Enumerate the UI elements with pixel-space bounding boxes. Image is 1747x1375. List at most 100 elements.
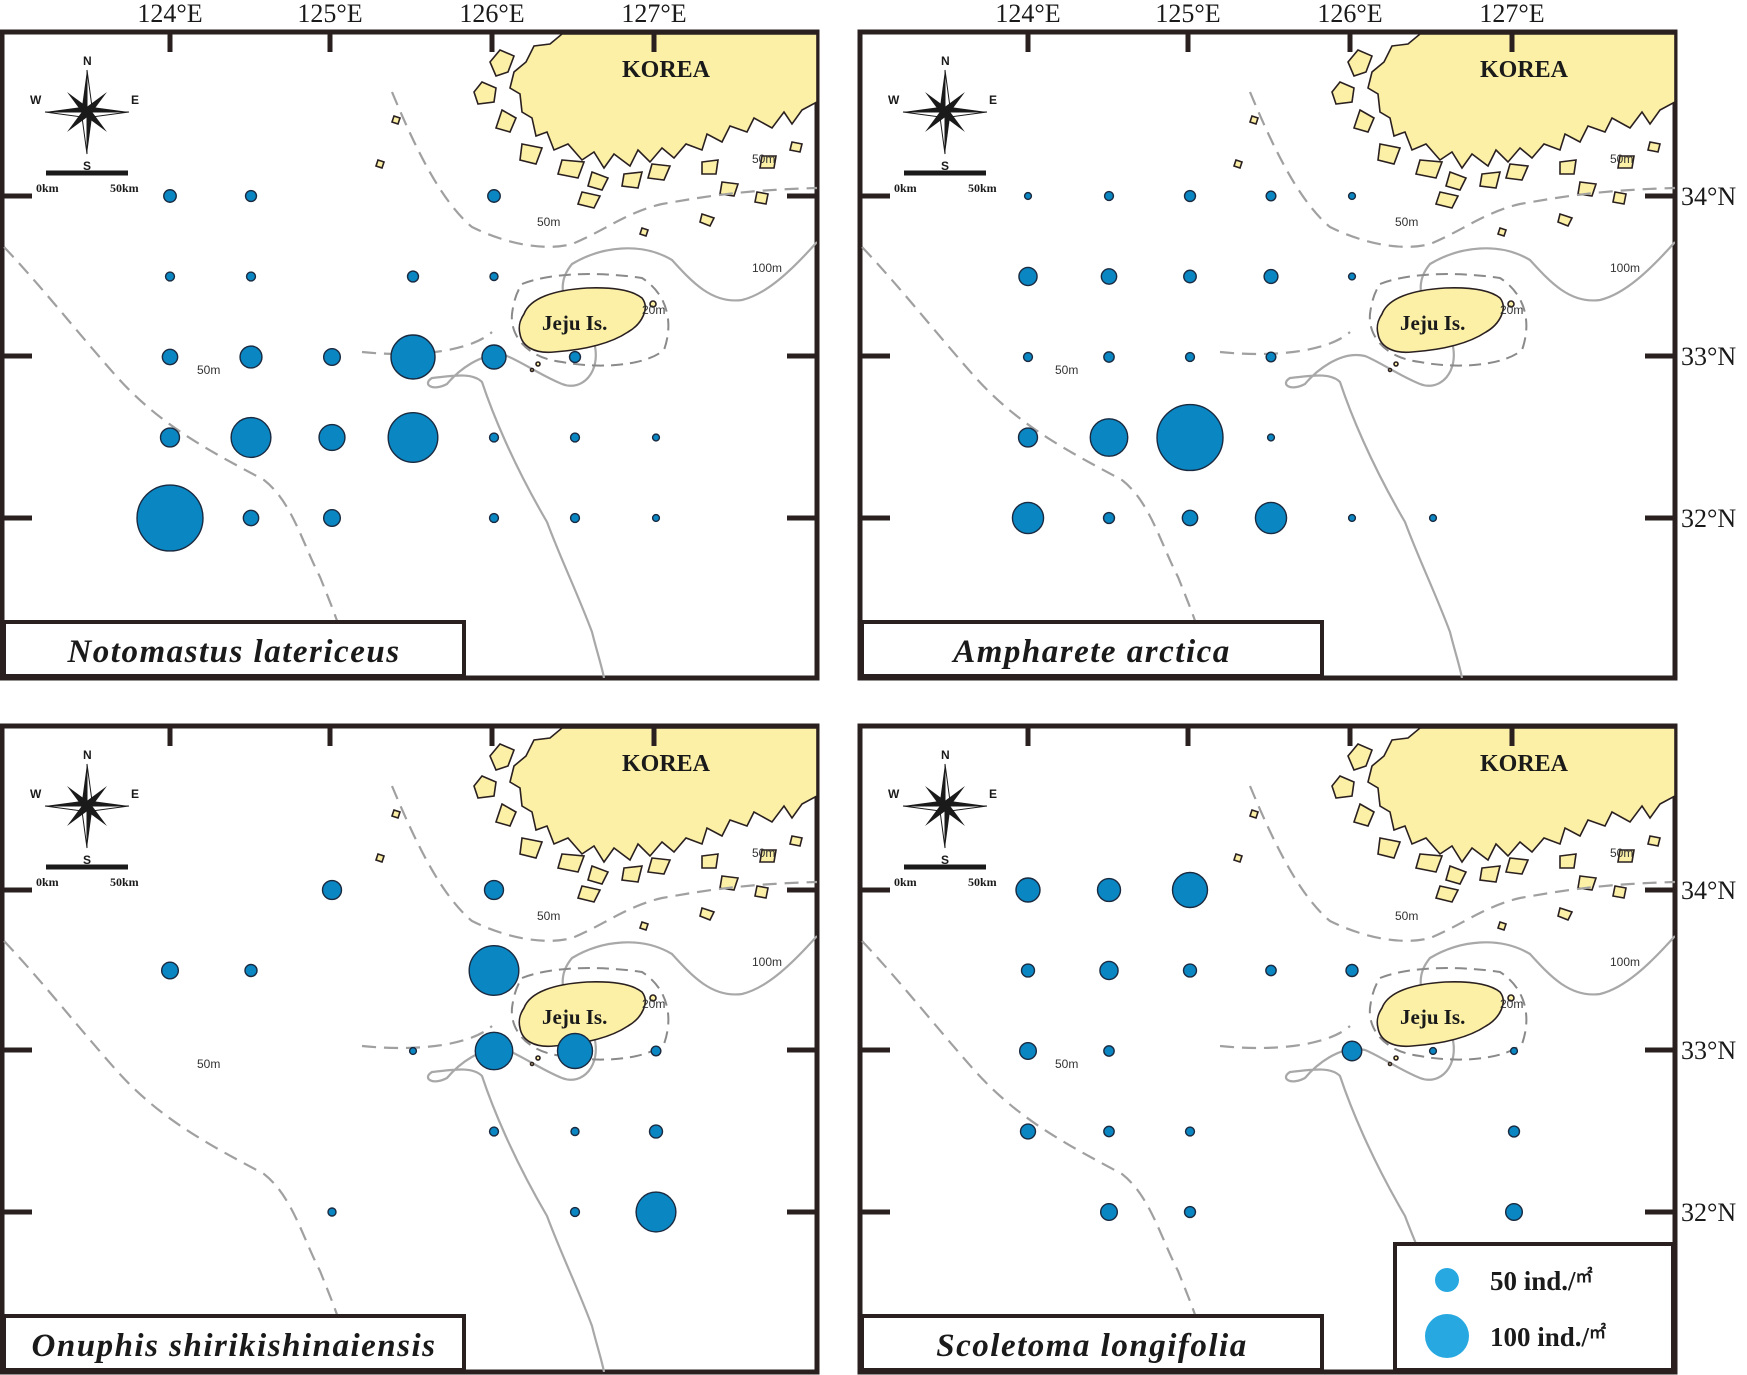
station-marker xyxy=(651,433,661,442)
jeju-label: Jeju Is. xyxy=(1400,311,1465,335)
longitude-label-3: 126°E xyxy=(459,0,524,28)
scale-bar xyxy=(46,170,128,176)
station-marker xyxy=(1181,509,1199,527)
station-marker xyxy=(318,423,346,452)
depth-label-50m-north: 50m xyxy=(1395,215,1418,229)
depth-label-50m-east: 50m xyxy=(1610,846,1633,860)
scale-bar-end-label: 50km xyxy=(968,181,997,195)
species-label-box xyxy=(2,1314,466,1372)
station-marker xyxy=(1347,513,1357,523)
scale-bar xyxy=(904,864,986,870)
longitude-label-1: 124°E xyxy=(137,0,202,28)
depth-label-100m: 100m xyxy=(752,261,782,275)
station-marker xyxy=(468,944,520,997)
compass-w-label: W xyxy=(888,787,900,801)
longitude-label-4: 127°E xyxy=(1479,0,1544,28)
species-name-label: Notomastus latericeus xyxy=(66,634,400,670)
scale-bar-start-label: 0km xyxy=(894,875,917,889)
station-marker xyxy=(570,1126,580,1137)
latitude-label-1: 34°N xyxy=(1681,876,1736,905)
depth-label-50m-north: 50m xyxy=(537,909,560,923)
station-marker xyxy=(322,508,342,528)
longitude-label-3: 126°E xyxy=(1317,0,1382,28)
station-marker xyxy=(1263,268,1279,285)
compass-e-label: E xyxy=(989,787,997,801)
depth-label-50m-east: 50m xyxy=(1610,152,1633,166)
species-label-box xyxy=(860,620,1324,678)
station-marker xyxy=(1347,191,1357,201)
legend-marker-100 xyxy=(1425,1314,1469,1358)
station-marker xyxy=(1102,511,1116,525)
korea-label: KOREA xyxy=(1480,751,1569,777)
station-marker xyxy=(488,432,500,443)
station-markers xyxy=(160,879,677,1233)
station-marker xyxy=(387,411,439,464)
station-marker xyxy=(1265,190,1277,202)
compass-e-label: E xyxy=(131,787,139,801)
scale-bar-end-label: 50km xyxy=(110,875,139,889)
longitude-label-4: 127°E xyxy=(621,0,686,28)
station-marker xyxy=(489,271,499,282)
depth-label-50m-north: 50m xyxy=(537,215,560,229)
latitude-label-1: 34°N xyxy=(1681,182,1736,211)
station-marker xyxy=(1156,403,1224,472)
legend-marker-50 xyxy=(1435,1268,1459,1292)
map-panel-3: KOREA Jeju Is. 50m 50m 50m 100m 20m N S E W 0km 50km… xyxy=(0,723,820,1375)
station-marker xyxy=(160,961,180,980)
scale-bar-end-label: 50km xyxy=(968,875,997,889)
station-marker xyxy=(322,347,342,367)
station-marker xyxy=(239,345,263,369)
station-marker xyxy=(327,1207,337,1217)
station-marker xyxy=(1103,351,1115,363)
station-marker xyxy=(161,348,179,366)
station-marker xyxy=(159,427,181,448)
compass-e-label: E xyxy=(131,93,139,107)
station-marker xyxy=(1015,877,1041,903)
station-marker xyxy=(1182,963,1198,978)
scale-bar-end-label: 50km xyxy=(110,181,139,195)
station-marker xyxy=(1183,269,1197,284)
station-marker xyxy=(1099,1202,1119,1222)
station-marker xyxy=(1018,266,1038,287)
depth-label-20m: 20m xyxy=(642,303,665,317)
jeju-label: Jeju Is. xyxy=(1400,1005,1465,1029)
station-markers xyxy=(1011,189,1438,535)
station-marker xyxy=(488,1126,500,1137)
depth-label-50m-west: 50m xyxy=(1055,1057,1078,1071)
station-marker xyxy=(1345,963,1359,978)
jeju-label: Jeju Is. xyxy=(542,311,607,335)
korea-label: KOREA xyxy=(622,57,711,83)
station-marker xyxy=(1266,433,1276,442)
station-marker xyxy=(244,189,258,203)
longitude-label-2: 125°E xyxy=(1155,0,1220,28)
compass-s-label: S xyxy=(83,853,91,867)
species-label-box xyxy=(2,620,466,678)
station-marker xyxy=(1183,1205,1197,1219)
station-marker xyxy=(648,1124,664,1139)
scale-bar-start-label: 0km xyxy=(36,875,59,889)
depth-label-50m-east: 50m xyxy=(752,846,775,860)
species-name-label: Ampharete arctica xyxy=(951,634,1231,670)
species-name-label: Onuphis shirikishinaiensis xyxy=(32,1328,437,1364)
legend-label-50: 50 ind./㎡ xyxy=(1490,1266,1593,1296)
station-marker xyxy=(1254,501,1288,535)
korea-label: KOREA xyxy=(622,751,711,777)
compass-n-label: N xyxy=(941,748,950,762)
compass-n-label: N xyxy=(83,748,92,762)
station-marker xyxy=(1103,190,1115,202)
station-marker xyxy=(164,271,176,282)
station-marker xyxy=(1341,1040,1363,1062)
station-marker xyxy=(1020,963,1036,978)
scale-bar xyxy=(46,864,128,870)
latitude-label-2: 33°N xyxy=(1681,342,1736,371)
station-marker xyxy=(1011,501,1045,535)
station-marker xyxy=(1103,1125,1115,1138)
compass-e-label: E xyxy=(989,93,997,107)
latitude-label-3: 32°N xyxy=(1681,1198,1736,1227)
compass-s-label: S xyxy=(941,853,949,867)
station-markers xyxy=(136,189,661,552)
depth-label-50m-west: 50m xyxy=(197,363,220,377)
station-marker xyxy=(635,1191,677,1233)
station-marker xyxy=(1183,189,1197,203)
station-marker xyxy=(569,1206,581,1218)
